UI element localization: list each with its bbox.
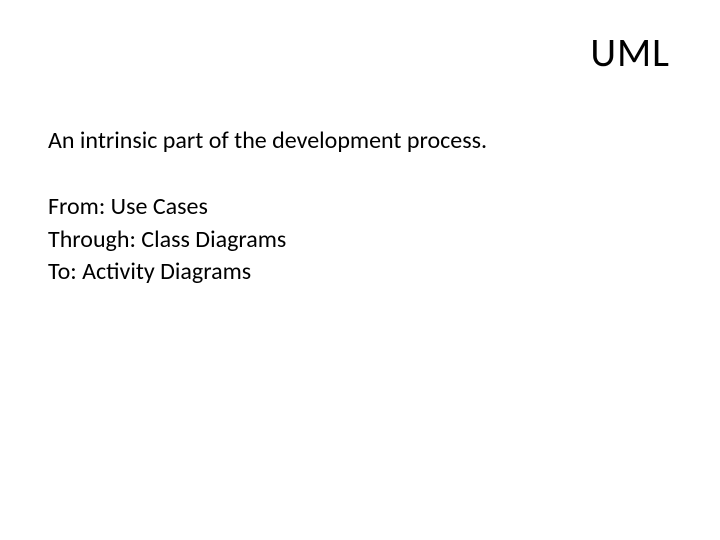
slide-body: An intrinsic part of the development pro… bbox=[48, 125, 672, 289]
through-line: Through: Class Diagrams bbox=[48, 224, 672, 256]
slide-container: UML An intrinsic part of the development… bbox=[0, 0, 720, 540]
from-line: From: Use Cases bbox=[48, 191, 672, 223]
intro-text: An intrinsic part of the development pro… bbox=[48, 125, 672, 157]
to-line: To: Activity Diagrams bbox=[48, 256, 672, 288]
slide-title: UML bbox=[48, 28, 672, 77]
